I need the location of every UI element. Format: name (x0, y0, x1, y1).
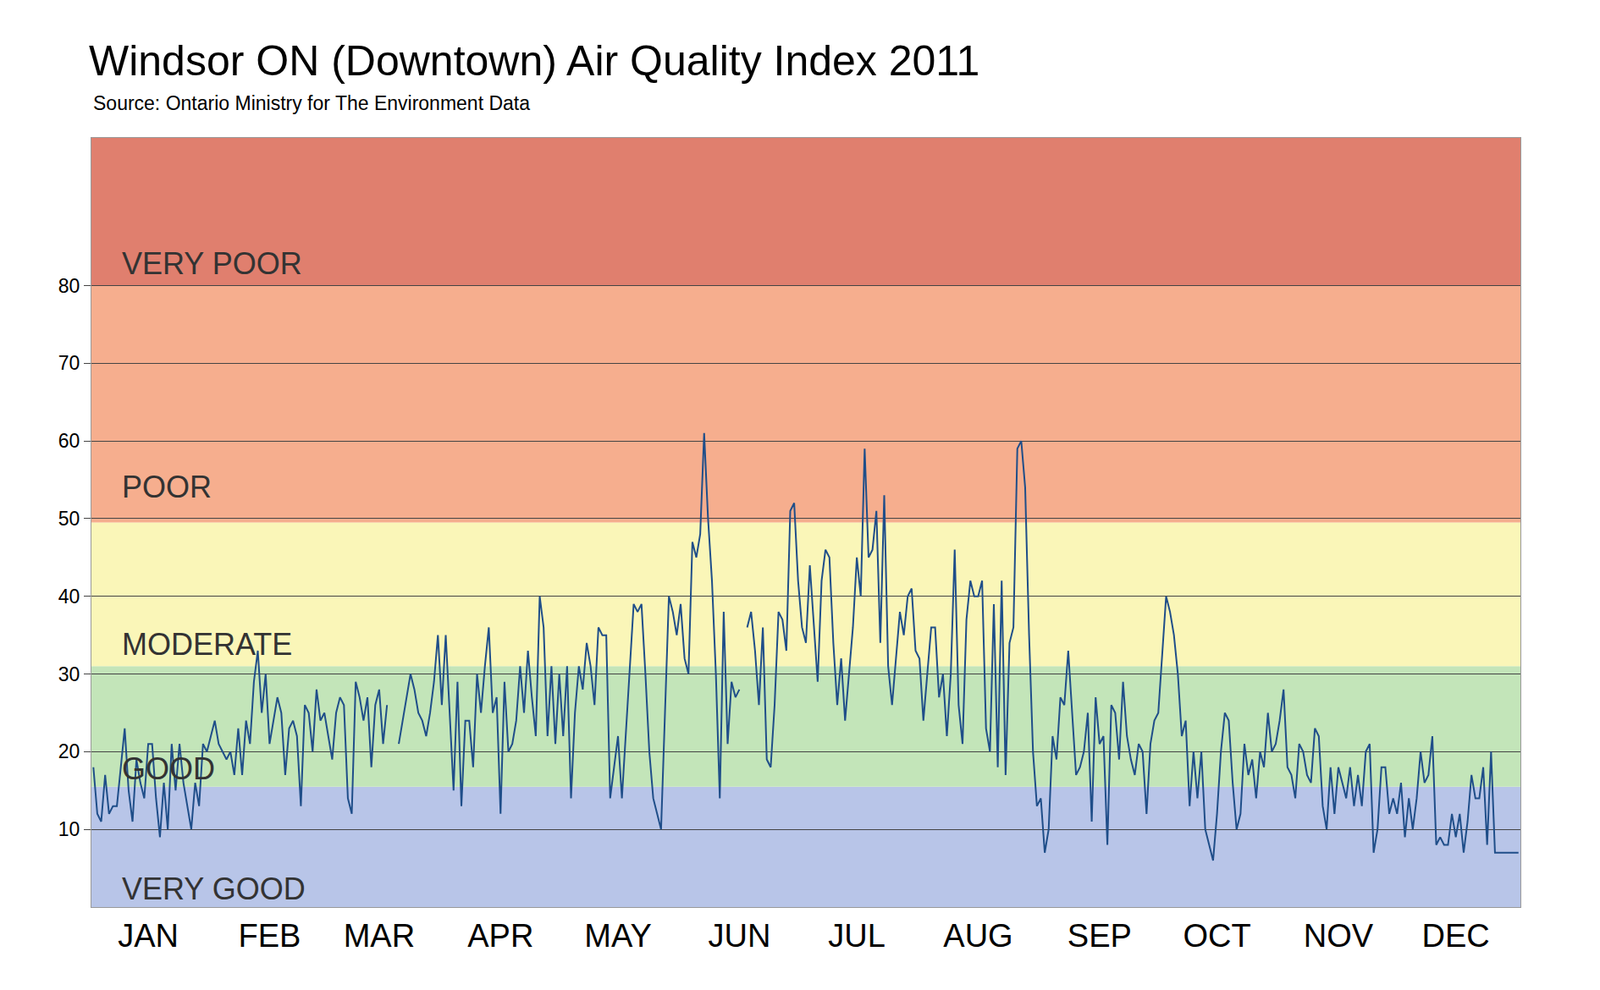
svg-text:70: 70 (58, 352, 81, 375)
svg-text:POOR: POOR (121, 469, 212, 505)
svg-text:MAR: MAR (343, 918, 415, 955)
svg-text:80: 80 (58, 275, 81, 298)
svg-text:NOV: NOV (1303, 918, 1374, 955)
svg-text:OCT: OCT (1182, 918, 1251, 955)
svg-text:JUL: JUL (827, 918, 886, 955)
svg-text:APR: APR (467, 918, 534, 955)
svg-text:DEC: DEC (1422, 918, 1490, 955)
svg-text:VERY GOOD: VERY GOOD (121, 871, 306, 907)
svg-text:20: 20 (58, 740, 81, 763)
svg-text:VERY POOR: VERY POOR (121, 246, 303, 282)
svg-text:MAY: MAY (584, 918, 652, 955)
svg-text:JAN: JAN (117, 918, 179, 955)
svg-text:Source: Ontario Ministry for T: Source: Ontario Ministry for The Environ… (93, 92, 530, 115)
svg-text:60: 60 (58, 430, 81, 453)
svg-text:50: 50 (58, 507, 81, 530)
svg-text:MODERATE: MODERATE (121, 627, 293, 663)
svg-text:AUG: AUG (943, 918, 1013, 955)
svg-text:FEB: FEB (237, 918, 301, 955)
svg-text:JUN: JUN (707, 918, 771, 955)
svg-text:10: 10 (58, 818, 81, 841)
svg-text:40: 40 (58, 585, 81, 608)
svg-text:GOOD: GOOD (121, 751, 216, 787)
svg-text:SEP: SEP (1067, 918, 1132, 955)
svg-text:30: 30 (58, 663, 81, 686)
svg-text:Windsor ON (Downtown) Air Qual: Windsor ON (Downtown) Air Quality Index … (88, 37, 980, 85)
